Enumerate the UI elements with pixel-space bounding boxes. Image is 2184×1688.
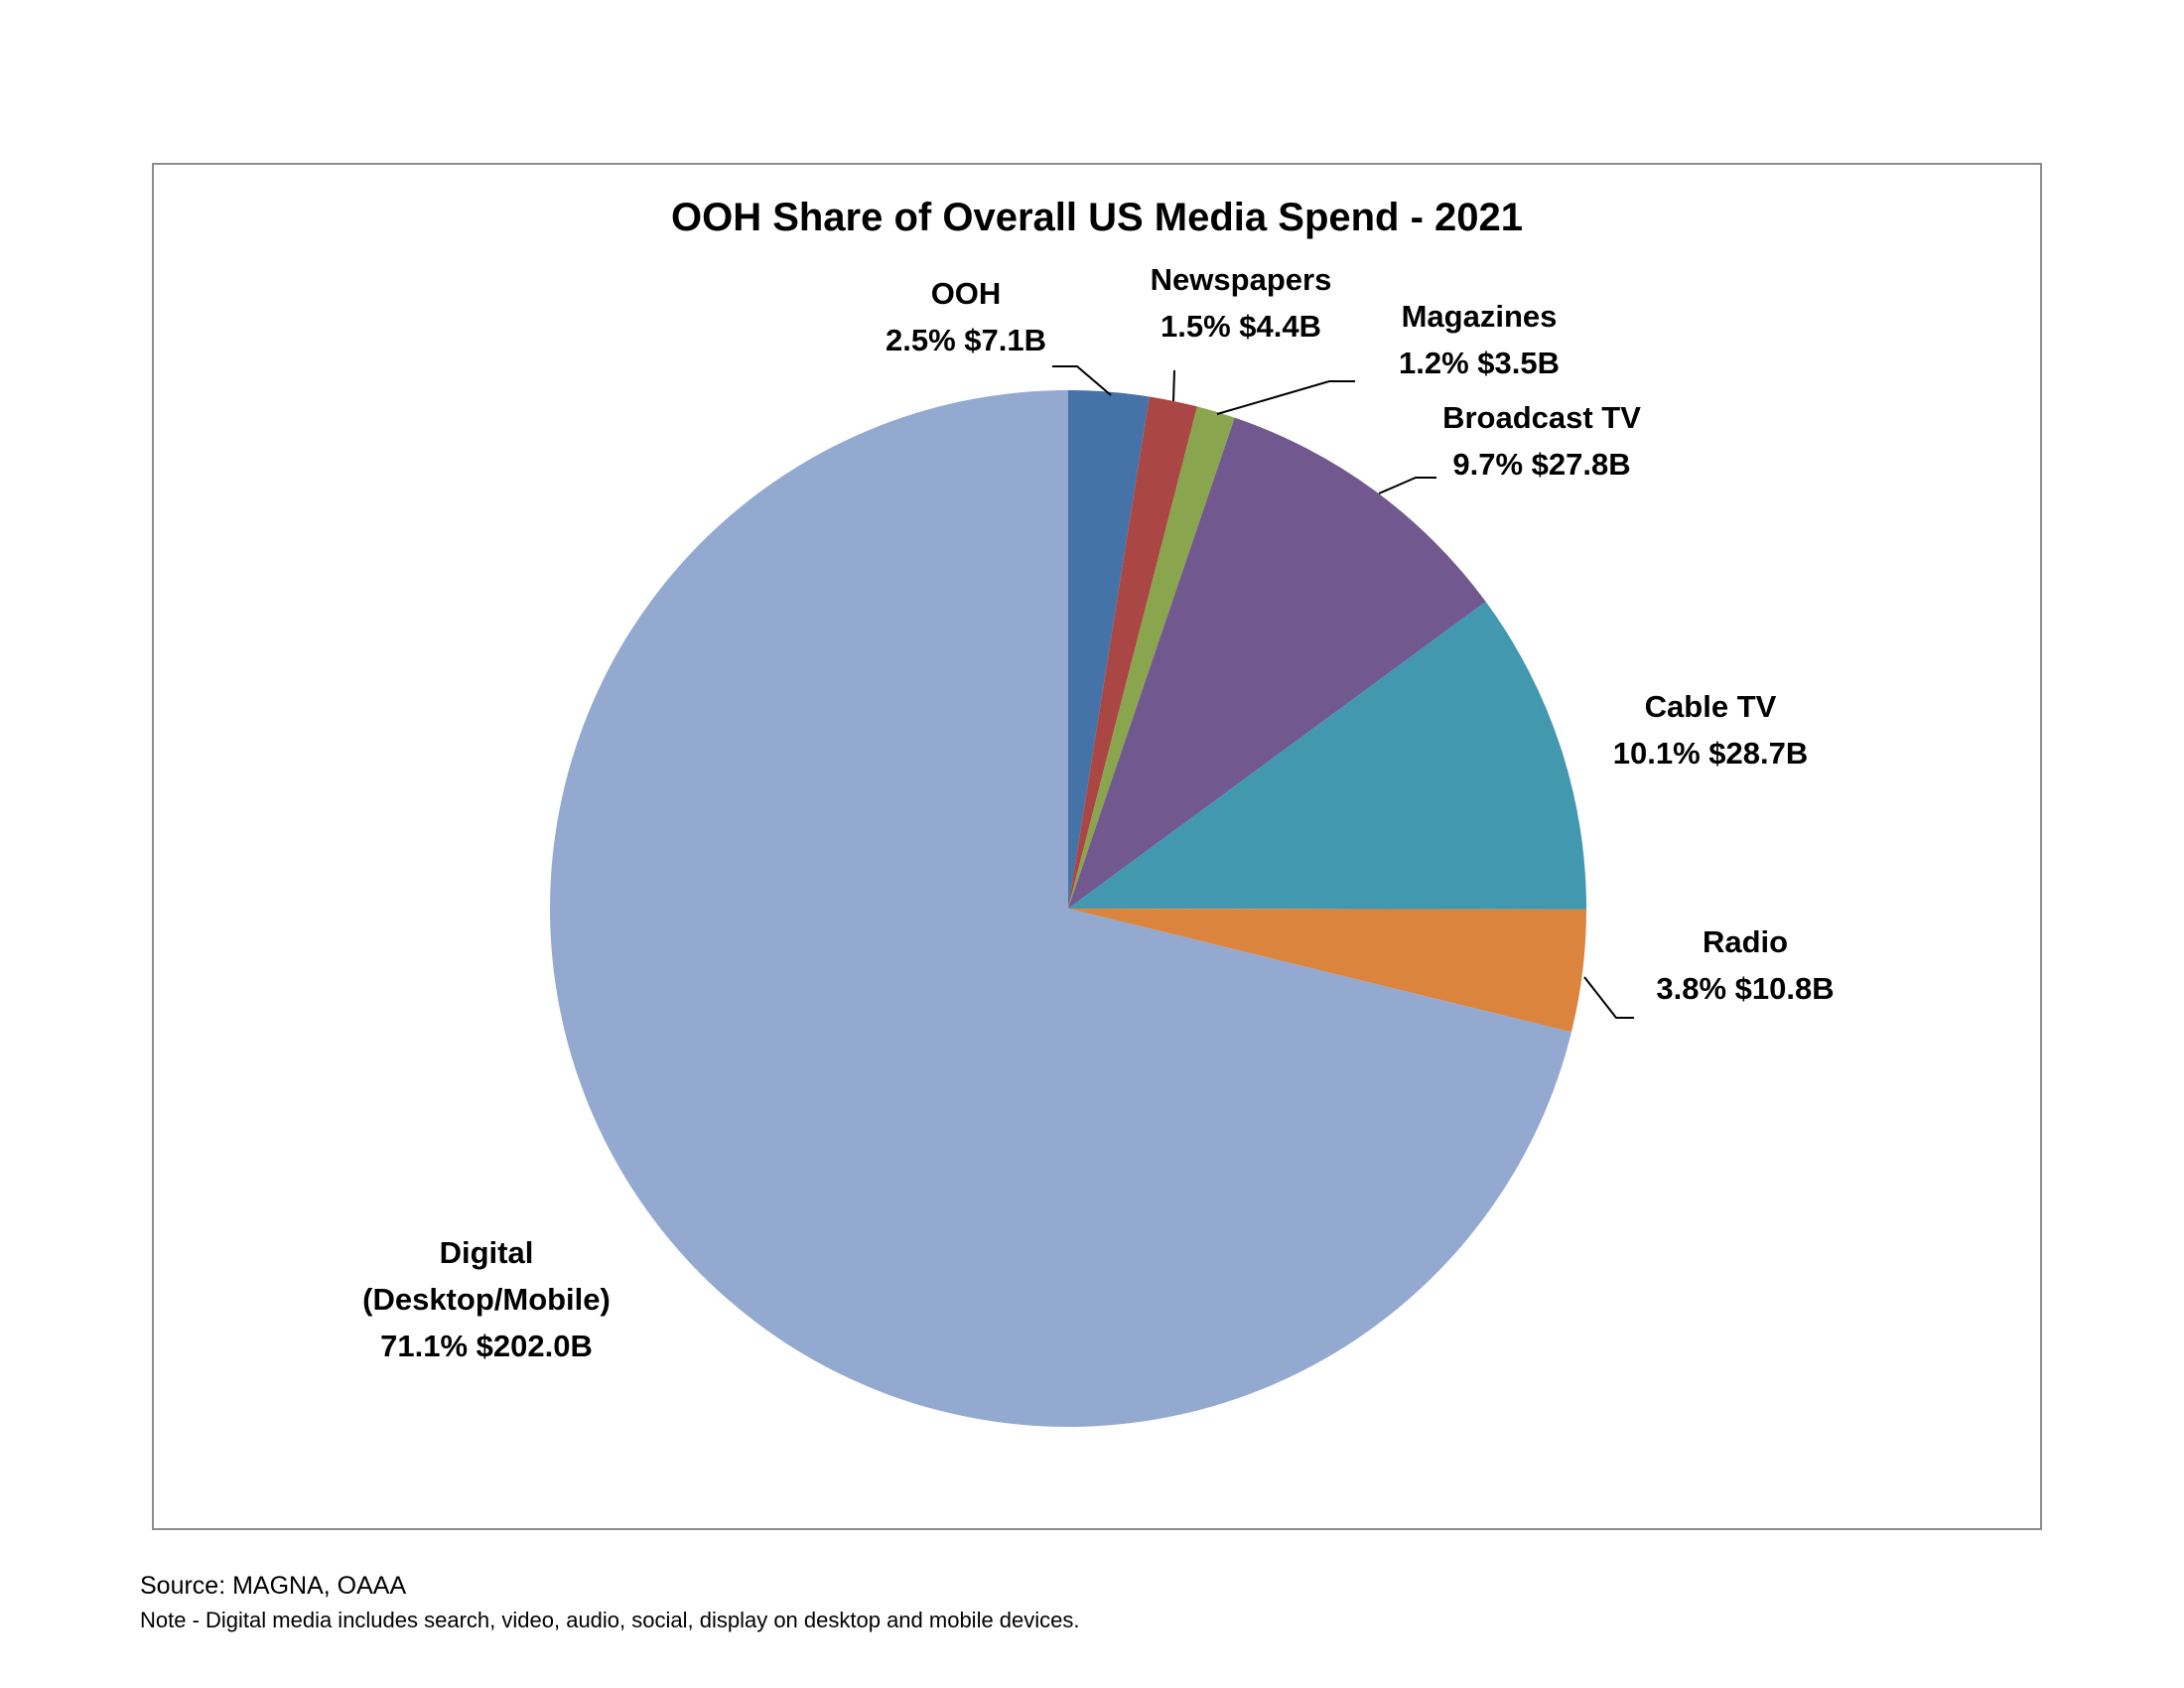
chart-title: OOH Share of Overall US Media Spend - 20…	[671, 196, 1523, 239]
slice-digital-desktop-mobile	[550, 390, 1571, 1427]
label-magazines-line-1: Magazines	[1402, 299, 1558, 334]
label-newspapers: Newspapers 1.5% $4.4B	[1151, 262, 1332, 344]
label-radio: Radio 3.8% $10.8B	[1656, 924, 1834, 1006]
label-newspapers-line-1: Newspapers	[1151, 262, 1332, 297]
slice-newspapers	[1068, 396, 1197, 909]
label-broadcast-tv-line-1: Broadcast TV	[1442, 400, 1641, 435]
slice-magazines	[1068, 406, 1235, 909]
label-magazines-line-2: 1.2% $3.5B	[1399, 346, 1560, 380]
label-ooh: OOH 2.5% $7.1B	[886, 276, 1046, 357]
label-broadcast-tv: Broadcast TV 9.7% $27.8B	[1442, 400, 1641, 482]
slice-broadcast-tv	[1068, 417, 1486, 909]
label-digital-desktop-mobile-line-1: Digital	[440, 1235, 534, 1270]
label-digital-desktop-mobile-line-2: (Desktop/Mobile)	[362, 1282, 611, 1317]
slice-ooh	[1068, 390, 1150, 909]
source-note: Source: MAGNA, OAAA	[140, 1572, 407, 1600]
slice-radio	[1068, 909, 1586, 1033]
leader-line-newspapers	[1172, 369, 1175, 402]
slice-labels: OOH 2.5% $7.1B Newspapers 1.5% $4.4B Magazin…	[362, 262, 1834, 1363]
label-broadcast-tv-line-2: 9.7% $27.8B	[1452, 447, 1630, 482]
label-digital-desktop-mobile: Digital (Desktop/Mobile) 71.1% $202.0B	[362, 1235, 611, 1363]
leader-line-magazines	[1216, 380, 1355, 415]
leader-line-ooh	[1052, 365, 1112, 396]
label-cable-tv-line-1: Cable TV	[1645, 689, 1777, 724]
label-ooh-line-1: OOH	[931, 276, 1002, 311]
leader-lines	[1052, 365, 1634, 1019]
label-digital-desktop-mobile-line-3: 71.1% $202.0B	[380, 1329, 593, 1363]
label-radio-line-1: Radio	[1703, 924, 1788, 959]
leader-line-broadcast-tv	[1378, 477, 1436, 494]
label-cable-tv-line-2: 10.1% $28.7B	[1613, 736, 1808, 771]
pie-slices	[550, 390, 1586, 1427]
label-radio-line-2: 3.8% $10.8B	[1656, 971, 1834, 1006]
label-newspapers-line-2: 1.5% $4.4B	[1160, 309, 1321, 344]
label-magazines: Magazines 1.2% $3.5B	[1399, 299, 1560, 380]
label-ooh-line-2: 2.5% $7.1B	[886, 323, 1046, 357]
label-cable-tv: Cable TV 10.1% $28.7B	[1613, 689, 1808, 771]
slice-cable-tv	[1068, 601, 1586, 910]
leader-line-radio	[1583, 976, 1634, 1019]
footnote-digital: Note - Digital media includes search, vi…	[140, 1608, 1080, 1632]
